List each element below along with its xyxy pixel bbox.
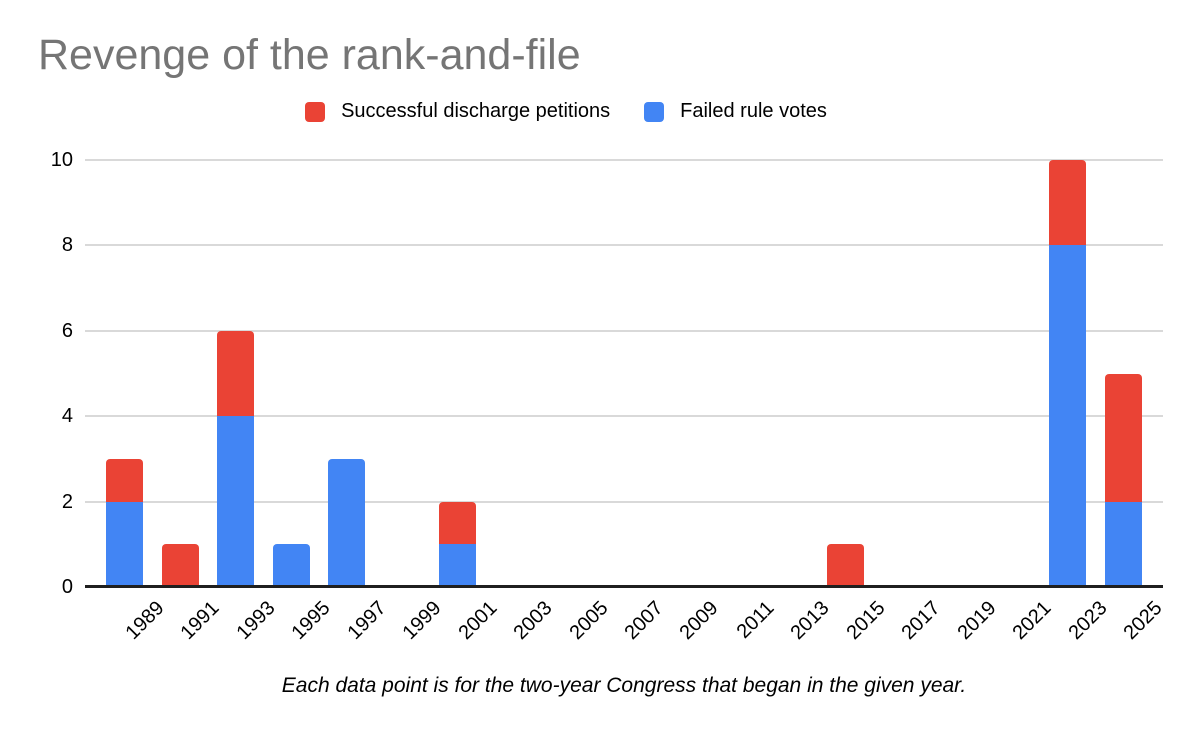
chart-caption: Each data point is for the two-year Cong… (281, 674, 967, 697)
legend-swatch-successful-discharge-petitions (305, 101, 326, 122)
y-tick-label-10: 10 (50, 149, 73, 171)
legend: Successful discharge petitions Failed rul… (0, 100, 1200, 123)
gridline-10 (85, 159, 1163, 161)
x-axis-line (85, 585, 1163, 588)
bar-segment-2001-successful-discharge-petitions (439, 501, 477, 545)
legend-item-failed-rule-votes: Failed rule votes (644, 100, 827, 123)
y-tick-label-0: 0 (61, 576, 73, 598)
bar-segment-1991-successful-discharge-petitions (161, 544, 199, 587)
bar-segment-1989-failed-rule-votes (106, 501, 144, 587)
bar-segment-1993-failed-rule-votes (217, 416, 255, 587)
bar-segment-1989-successful-discharge-petitions (106, 458, 144, 502)
legend-item-successful-discharge-petitions: Successful discharge petitions (305, 100, 610, 123)
bar-segment-1997-failed-rule-votes (328, 458, 366, 587)
legend-label: Failed rule votes (680, 100, 827, 122)
bar-segment-2001-failed-rule-votes (439, 544, 477, 587)
y-tick-label-2: 2 (61, 490, 73, 513)
bar-segment-2023-successful-discharge-petitions (1049, 160, 1087, 246)
bar-segment-1993-successful-discharge-petitions (217, 330, 255, 417)
gridline-8 (85, 244, 1163, 247)
plot-area: 0 2 4 6 8 10 1989 1991 1993 1995 1997 1999 2001 2003 2… (51, 149, 1167, 644)
bar-segment-2025-failed-rule-votes (1104, 501, 1142, 587)
y-tick-label-8: 8 (61, 234, 73, 257)
bar-segment-2025-successful-discharge-petitions (1104, 373, 1142, 502)
gridline-6 (85, 329, 1163, 332)
chart-title: Revenge of the rank-and-file (38, 31, 581, 79)
y-tick-label-4: 4 (61, 405, 73, 428)
gridline-4 (85, 415, 1163, 418)
bar-segment-2015-successful-discharge-petitions (827, 544, 865, 587)
gridline-2 (85, 500, 1163, 503)
bar-segment-2023-failed-rule-votes (1049, 245, 1087, 587)
legend-label: Successful discharge petitions (341, 100, 611, 122)
legend-swatch-failed-rule-votes (644, 101, 665, 122)
y-tick-label-6: 6 (61, 319, 73, 342)
bar-segment-1995-failed-rule-votes (272, 544, 310, 587)
